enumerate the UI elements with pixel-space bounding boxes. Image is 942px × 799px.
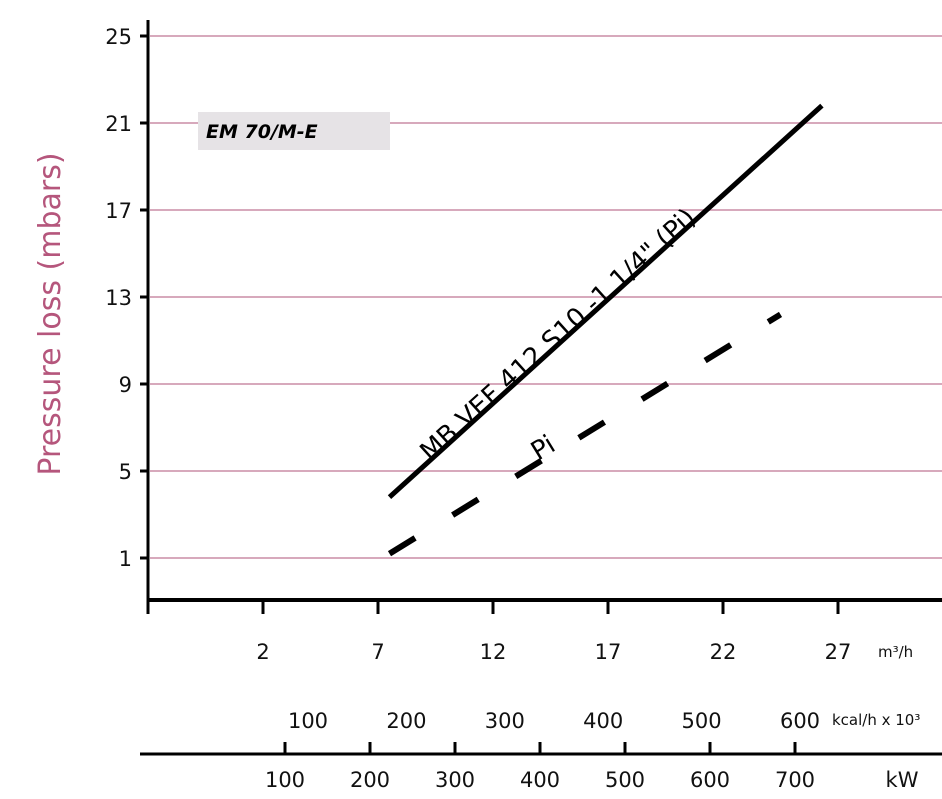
axes (146, 20, 942, 614)
y-tick-label: 1 (119, 547, 132, 571)
kcal-tick-label: 200 (386, 709, 426, 733)
kw-tick-label: 600 (690, 768, 730, 792)
kcal-tick-label: 400 (583, 709, 623, 733)
x-tick-label: 27 (825, 640, 852, 664)
kcal-axis-unit: kcal/h x 10³ (832, 711, 920, 729)
series-label-pi: Pi (526, 430, 561, 467)
y-tick-label: 9 (119, 373, 132, 397)
y-axis-ticks: 1 5 9 13 17 21 25 (105, 25, 148, 571)
y-tick-label: 5 (119, 460, 132, 484)
kcal-tick-label: 500 (682, 709, 722, 733)
y-tick-label: 13 (105, 286, 132, 310)
kcal-tick-label: 300 (485, 709, 525, 733)
x-tick-label: 17 (595, 640, 622, 664)
kw-tick-label: 700 (775, 768, 815, 792)
kw-tick-label: 500 (605, 768, 645, 792)
kw-tick-label: 200 (350, 768, 390, 792)
x-tick-label: 12 (480, 640, 507, 664)
kw-tick-label: 300 (435, 768, 475, 792)
y-tick-label: 17 (105, 199, 132, 223)
x-axis-unit: m³/h (878, 643, 913, 661)
x-tick-label: 7 (371, 640, 384, 664)
series-label-mb-vef: MB VEF 412 S10 -1 1/4" (Pi) (415, 203, 702, 467)
x-tick-label: 2 (256, 640, 269, 664)
series-lines (387, 103, 824, 557)
y-axis-label: Pressure loss (mbars) (33, 152, 68, 475)
chart-title: EM 70/M-E (206, 121, 318, 143)
x-tick-label: 22 (710, 640, 737, 664)
kw-axis-unit: kW (886, 768, 919, 792)
series-line-mb-vef (387, 103, 824, 499)
kcal-tick-label: 100 (288, 709, 328, 733)
kw-tick-label: 100 (265, 768, 305, 792)
kw-tick-label: 400 (520, 768, 560, 792)
kcal-tick-label: 600 (780, 709, 820, 733)
y-tick-label: 21 (105, 112, 132, 136)
series-line-pi (387, 311, 783, 557)
title-box (198, 112, 390, 150)
y-tick-label: 25 (105, 25, 132, 49)
